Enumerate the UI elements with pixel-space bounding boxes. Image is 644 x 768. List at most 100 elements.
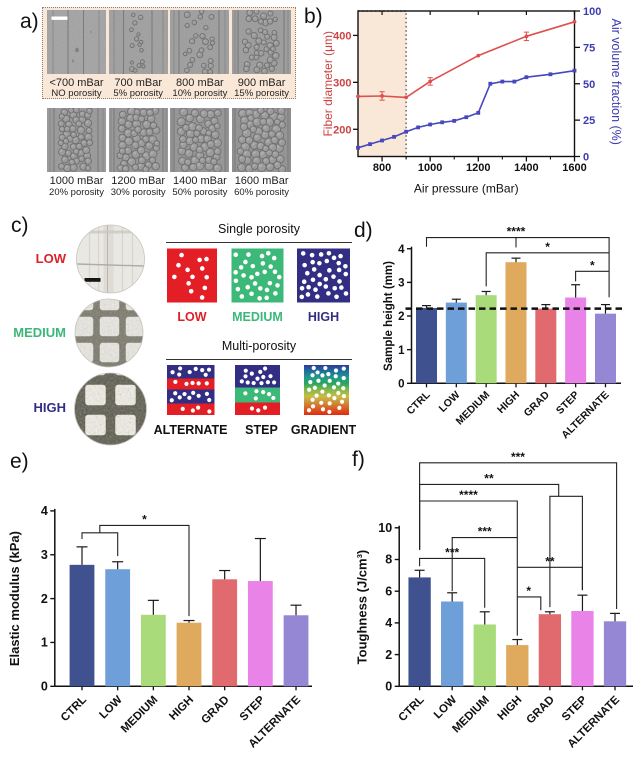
micrograph-image-7 [170, 108, 230, 172]
svg-text:3: 3 [398, 278, 404, 290]
svg-text:300: 300 [333, 77, 351, 89]
micrograph-7: 1400 mBar 50% porosity [170, 108, 230, 198]
micrograph-pressure-label: 1000 mBar [49, 175, 104, 187]
single-label-high: HIGH [307, 310, 340, 324]
micrograph-image-6 [108, 108, 168, 172]
svg-text:*: * [526, 584, 531, 598]
svg-text:0: 0 [41, 680, 48, 694]
svg-text:STEP: STEP [554, 389, 582, 417]
svg-text:Toughness (J/cm³): Toughness (J/cm³) [355, 550, 370, 665]
single-porosity-title: Single porosity [218, 222, 300, 236]
multi-porosity-rule [166, 358, 352, 360]
svg-text:STEP: STEP [238, 694, 268, 724]
svg-text:GRAD: GRAD [525, 694, 557, 726]
panel-b-letter: b) [304, 5, 323, 28]
svg-text:75: 75 [583, 42, 595, 54]
svg-text:800: 800 [373, 162, 391, 174]
micrograph-4: 900 mBar 15% porosity [232, 9, 292, 100]
micrograph-pressure-label: <700 mBar [49, 76, 104, 89]
svg-text:10: 10 [378, 521, 392, 535]
svg-text:*: * [142, 512, 147, 526]
photo-label-low: LOW [35, 251, 66, 266]
multi-label-gradient: GRADIENT [290, 423, 357, 437]
svg-text:**: ** [484, 471, 494, 485]
multi-porosity-title: Multi-porosity [221, 339, 297, 353]
micrograph-image-2 [108, 9, 168, 74]
multi-label-step: STEP [245, 423, 278, 437]
micrograph-2: 700 mBar 5% porosity [108, 9, 168, 100]
svg-text:50: 50 [583, 79, 595, 91]
svg-text:HIGH: HIGH [495, 389, 522, 416]
micrograph-pressure-label: 1200 mBar [111, 175, 166, 187]
svg-text:****: **** [459, 488, 478, 502]
micrograph-image-3 [170, 9, 230, 74]
micrograph-image-5 [47, 108, 106, 172]
micrograph-image-1 [47, 9, 106, 74]
panel-c-photos [74, 224, 147, 446]
svg-text:*: * [590, 258, 595, 272]
single-label-low: LOW [177, 310, 207, 324]
svg-text:0: 0 [398, 379, 404, 391]
svg-text:0: 0 [583, 152, 589, 164]
micrograph-porosity-label: 30% porosity [110, 186, 166, 198]
svg-text:Fiber diameter (μm): Fiber diameter (μm) [321, 31, 335, 137]
svg-text:400: 400 [333, 30, 351, 42]
micrograph-1: <700 mBar NO porosity [47, 9, 106, 100]
svg-text:GRAD: GRAD [199, 694, 231, 726]
svg-text:8: 8 [385, 553, 392, 567]
panel-d-letter: d) [354, 219, 373, 242]
micrograph-porosity-label: NO porosity [51, 88, 102, 100]
svg-text:HIGH: HIGH [167, 694, 196, 723]
micrograph-image-8 [232, 108, 292, 172]
svg-text:4: 4 [41, 504, 48, 518]
svg-text:***: *** [511, 450, 525, 464]
svg-text:HIGH: HIGH [496, 694, 525, 723]
micrograph-porosity-label: 50% porosity [172, 186, 228, 198]
svg-text:LOW: LOW [432, 694, 460, 722]
svg-text:4: 4 [398, 244, 405, 256]
micrograph-3: 800 mBar 10% porosity [170, 9, 230, 100]
photo-label-medium: MEDIUM [13, 325, 66, 340]
svg-text:1: 1 [398, 345, 405, 357]
panel-c-letter: c) [11, 214, 29, 237]
svg-text:Air pressure (mBar): Air pressure (mBar) [414, 182, 519, 196]
svg-text:LOW: LOW [97, 694, 125, 722]
single-porosity-squares [167, 248, 350, 303]
svg-text:****: **** [507, 225, 526, 239]
micrograph-6: 1200 mBar 30% porosity [108, 108, 168, 198]
multi-label-alternate: ALTERNATE [153, 423, 228, 437]
micrograph-porosity-label: 60% porosity [234, 186, 290, 198]
svg-text:***: *** [478, 525, 492, 539]
svg-text:STEP: STEP [560, 694, 590, 724]
micrograph-5: 1000 mBar 20% porosity [47, 108, 106, 198]
svg-text:CTRL: CTRL [59, 694, 89, 724]
svg-text:25: 25 [583, 115, 595, 127]
svg-text:2: 2 [398, 311, 404, 323]
svg-text:2: 2 [385, 648, 392, 662]
svg-text:LOW: LOW [437, 389, 463, 415]
svg-text:2: 2 [41, 592, 48, 606]
svg-text:4: 4 [385, 616, 392, 630]
single-label-medium: MEDIUM [232, 310, 283, 324]
svg-text:3: 3 [41, 548, 48, 562]
panel-e-letter: e) [10, 450, 29, 473]
micrograph-pressure-label: 1600 mBar [234, 175, 289, 187]
micrograph-image-4 [232, 9, 292, 74]
micrograph-porosity-label: 10% porosity [172, 88, 228, 100]
panel-f-letter: f) [352, 448, 365, 471]
svg-text:GRAD: GRAD [522, 389, 553, 420]
micrograph-pressure-label: 1400 mBar [172, 175, 227, 187]
svg-text:CTRL: CTRL [404, 389, 433, 418]
multi-porosity-squares [167, 365, 349, 415]
svg-text:***: *** [445, 545, 459, 559]
panel-a-letter: a) [20, 10, 39, 33]
svg-text:Elastic modulus (kPa): Elastic modulus (kPa) [7, 531, 22, 666]
svg-text:1000: 1000 [418, 162, 442, 174]
svg-text:6: 6 [385, 584, 392, 598]
svg-text:CTRL: CTRL [397, 694, 427, 724]
svg-text:200: 200 [333, 124, 351, 136]
